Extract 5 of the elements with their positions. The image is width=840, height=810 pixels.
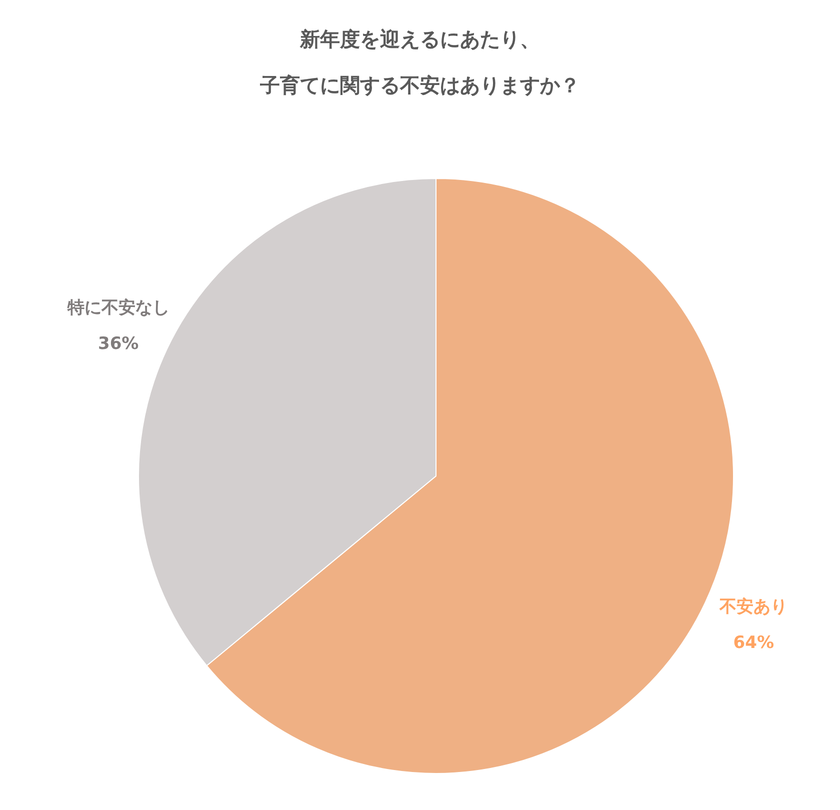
data-label: 36% bbox=[98, 334, 139, 354]
chart-title: 新年度を迎えるにあたり、子育てに関する不安はありますか？ bbox=[259, 26, 581, 99]
slice-label: 不安あり bbox=[718, 596, 788, 617]
slice-label: 特に不安なし bbox=[66, 298, 170, 318]
data-label: 64% bbox=[733, 632, 774, 653]
